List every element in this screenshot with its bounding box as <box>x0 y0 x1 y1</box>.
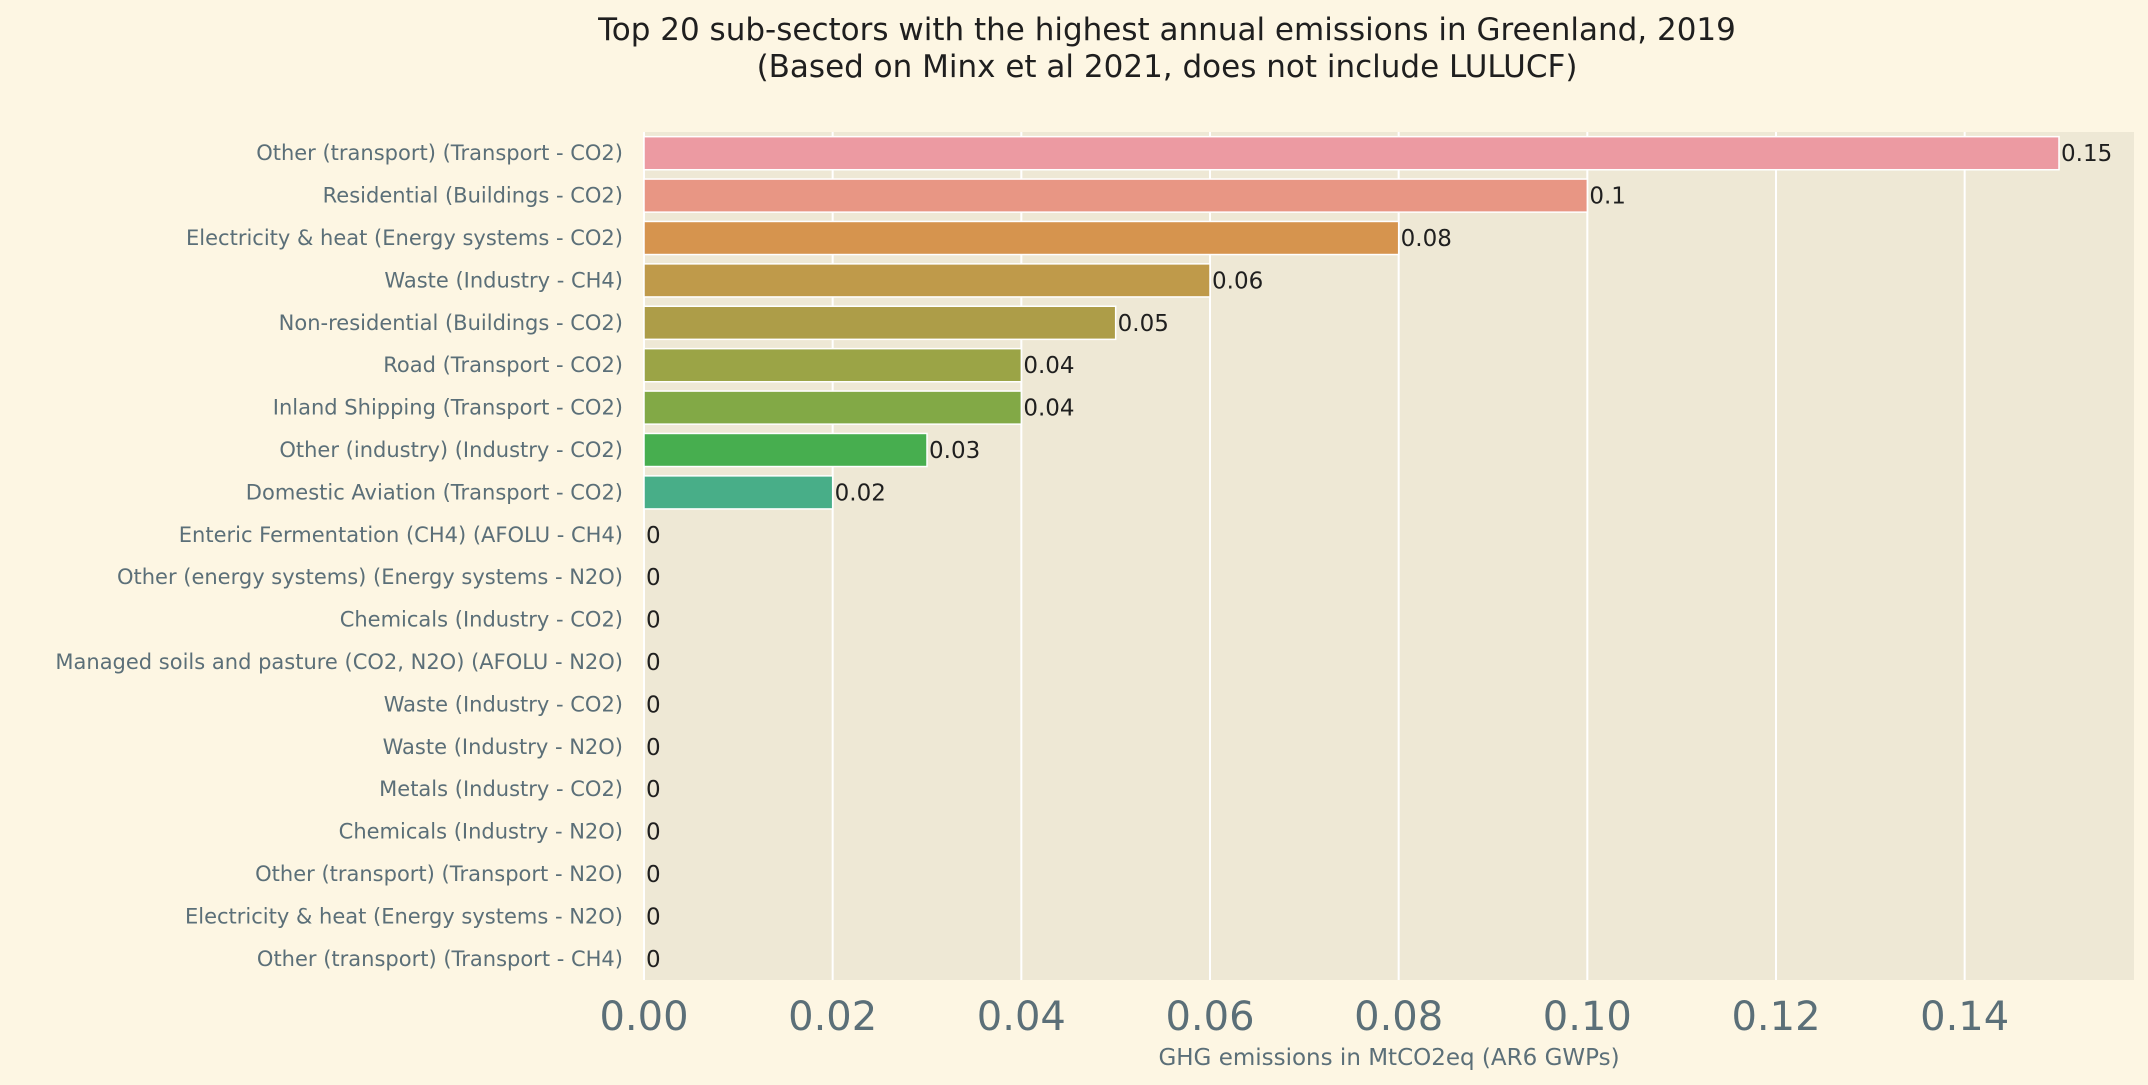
data-label: 0.06 <box>1212 268 1263 294</box>
category-label: Other (energy systems) (Energy systems -… <box>117 565 623 589</box>
data-label: 0 <box>646 735 661 761</box>
data-label: 0 <box>646 565 661 591</box>
x-axis-label: GHG emissions in MtCO2eq (AR6 GWPs) <box>1158 1045 1619 1071</box>
x-tick-labels: 0.00 0.02 0.04 0.06 0.08 0.10 0.12 0.14 <box>599 994 2009 1040</box>
data-label: 0.04 <box>1023 396 1074 422</box>
category-label: Other (transport) (Transport - N2O) <box>255 862 623 886</box>
bar <box>643 305 1117 341</box>
category-label: Chemicals (Industry - CO2) <box>340 608 623 632</box>
data-label: 0.15 <box>2061 141 2112 167</box>
bar <box>643 263 1211 298</box>
category-label: Non-residential (Buildings - CO2) <box>279 311 623 335</box>
bars <box>643 135 2060 510</box>
category-label: Inland Shipping (Transport - CO2) <box>273 396 623 420</box>
data-label: 0.03 <box>929 438 980 464</box>
bar <box>643 135 2060 171</box>
data-label: 0.1 <box>1589 184 1626 210</box>
x-tick-label: 0.02 <box>788 994 877 1040</box>
x-tick-label: 0.12 <box>1731 994 1820 1040</box>
category-label: Waste (Industry - CO2) <box>384 692 623 716</box>
data-label: 0.05 <box>1118 311 1169 337</box>
x-tick-label: 0.00 <box>599 994 688 1040</box>
category-labels: Other (transport) (Transport - CO2) Resid… <box>55 141 623 971</box>
data-label: 0 <box>646 523 661 549</box>
x-tick-label: 0.14 <box>1920 994 2009 1040</box>
category-label: Metals (Industry - CO2) <box>379 777 623 801</box>
x-tick-label: 0.06 <box>1165 994 1254 1040</box>
category-label: Electricity & heat (Energy systems - N2O… <box>185 904 623 928</box>
category-label: Road (Transport - CO2) <box>383 353 623 377</box>
category-label: Domestic Aviation (Transport - CO2) <box>246 480 623 504</box>
data-label: 0.02 <box>835 480 886 506</box>
bar <box>643 178 1589 213</box>
bar <box>643 390 1023 425</box>
bar <box>643 220 1400 256</box>
data-label: 0 <box>646 947 661 973</box>
data-label: 0.08 <box>1401 226 1452 252</box>
plot-area <box>644 132 2134 980</box>
data-label: 0 <box>646 692 661 718</box>
category-label: Waste (Industry - N2O) <box>383 735 623 759</box>
data-label: 0.04 <box>1023 353 1074 379</box>
category-label: Chemicals (Industry - N2O) <box>339 820 623 844</box>
data-label: 0 <box>646 820 661 846</box>
bar <box>643 432 928 468</box>
category-label: Electricity & heat (Energy systems - CO2… <box>186 226 623 250</box>
x-tick-label: 0.10 <box>1543 994 1632 1040</box>
x-tick-label: 0.08 <box>1354 994 1443 1040</box>
data-labels: 0.15 0.1 0.08 0.06 0.05 0.04 0.04 0.03 0.02 0 0 0 0 0… <box>646 141 2112 973</box>
bar <box>643 347 1023 383</box>
category-label: Other (transport) (Transport - CO2) <box>256 141 623 165</box>
category-label: Other (transport) (Transport - CH4) <box>257 947 623 971</box>
category-label: Enteric Fermentation (CH4) (AFOLU - CH4) <box>179 523 623 547</box>
data-label: 0 <box>646 608 661 634</box>
data-label: 0 <box>646 650 661 676</box>
x-tick-label: 0.04 <box>977 994 1066 1040</box>
category-label: Waste (Industry - CH4) <box>384 268 623 292</box>
category-label: Other (industry) (Industry - CO2) <box>279 438 623 462</box>
category-label: Residential (Buildings - CO2) <box>323 184 623 208</box>
bar <box>643 475 834 510</box>
chart-subtitle: (Based on Minx et al 2021, does not incl… <box>757 49 1578 85</box>
data-label: 0 <box>646 862 661 888</box>
data-label: 0 <box>646 777 661 803</box>
data-label: 0 <box>646 904 661 930</box>
category-label: Managed soils and pasture (CO2, N2O) (AF… <box>55 650 623 674</box>
chart-title: Top 20 sub-sectors with the highest annu… <box>597 12 1736 48</box>
